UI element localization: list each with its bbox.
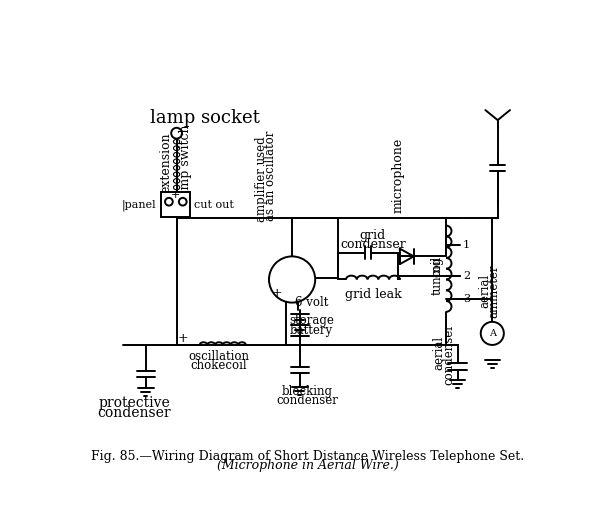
Text: storage: storage xyxy=(289,314,334,327)
Text: coil: coil xyxy=(430,256,443,277)
Text: 3: 3 xyxy=(463,294,470,304)
Text: +: + xyxy=(178,332,188,345)
Text: +: + xyxy=(171,190,181,200)
Text: 2: 2 xyxy=(463,271,470,281)
Circle shape xyxy=(481,322,504,345)
Text: lamp socket: lamp socket xyxy=(149,109,260,127)
Text: 1: 1 xyxy=(463,240,470,250)
Text: condenser: condenser xyxy=(97,406,171,420)
Text: extension: extension xyxy=(160,132,172,193)
Circle shape xyxy=(269,256,315,302)
Text: (Microphone in Aerial Wire.): (Microphone in Aerial Wire.) xyxy=(217,459,398,472)
Text: battery: battery xyxy=(290,324,333,337)
Text: protective: protective xyxy=(98,396,170,410)
Text: A: A xyxy=(489,329,496,338)
Text: condenser: condenser xyxy=(442,323,455,385)
Text: cut out: cut out xyxy=(194,200,233,210)
Text: |panel: |panel xyxy=(122,199,157,210)
Text: aerial: aerial xyxy=(432,336,445,370)
Text: lamp switch: lamp switch xyxy=(179,124,193,201)
Text: Fig. 85.—Wiring Diagram of Short Distance Wireless Telephone Set.: Fig. 85.—Wiring Diagram of Short Distanc… xyxy=(91,450,524,463)
Text: condenser: condenser xyxy=(340,238,406,251)
Bar xyxy=(161,193,190,217)
Text: chokecoil: chokecoil xyxy=(191,359,247,372)
Text: +: + xyxy=(271,287,282,300)
Text: microphone: microphone xyxy=(392,138,405,213)
Text: as an oscillator: as an oscillator xyxy=(264,130,277,221)
Text: ammeter: ammeter xyxy=(487,264,500,318)
Text: grid: grid xyxy=(360,229,386,242)
Text: aerial: aerial xyxy=(478,274,491,308)
Text: grid leak: grid leak xyxy=(344,288,401,301)
Text: condenser: condenser xyxy=(277,394,338,407)
Text: tuning: tuning xyxy=(430,257,443,295)
Text: oscillation: oscillation xyxy=(188,350,250,363)
Text: blocking: blocking xyxy=(282,385,333,398)
Text: amplifier used: amplifier used xyxy=(255,137,268,222)
Text: 6 volt: 6 volt xyxy=(295,296,328,309)
